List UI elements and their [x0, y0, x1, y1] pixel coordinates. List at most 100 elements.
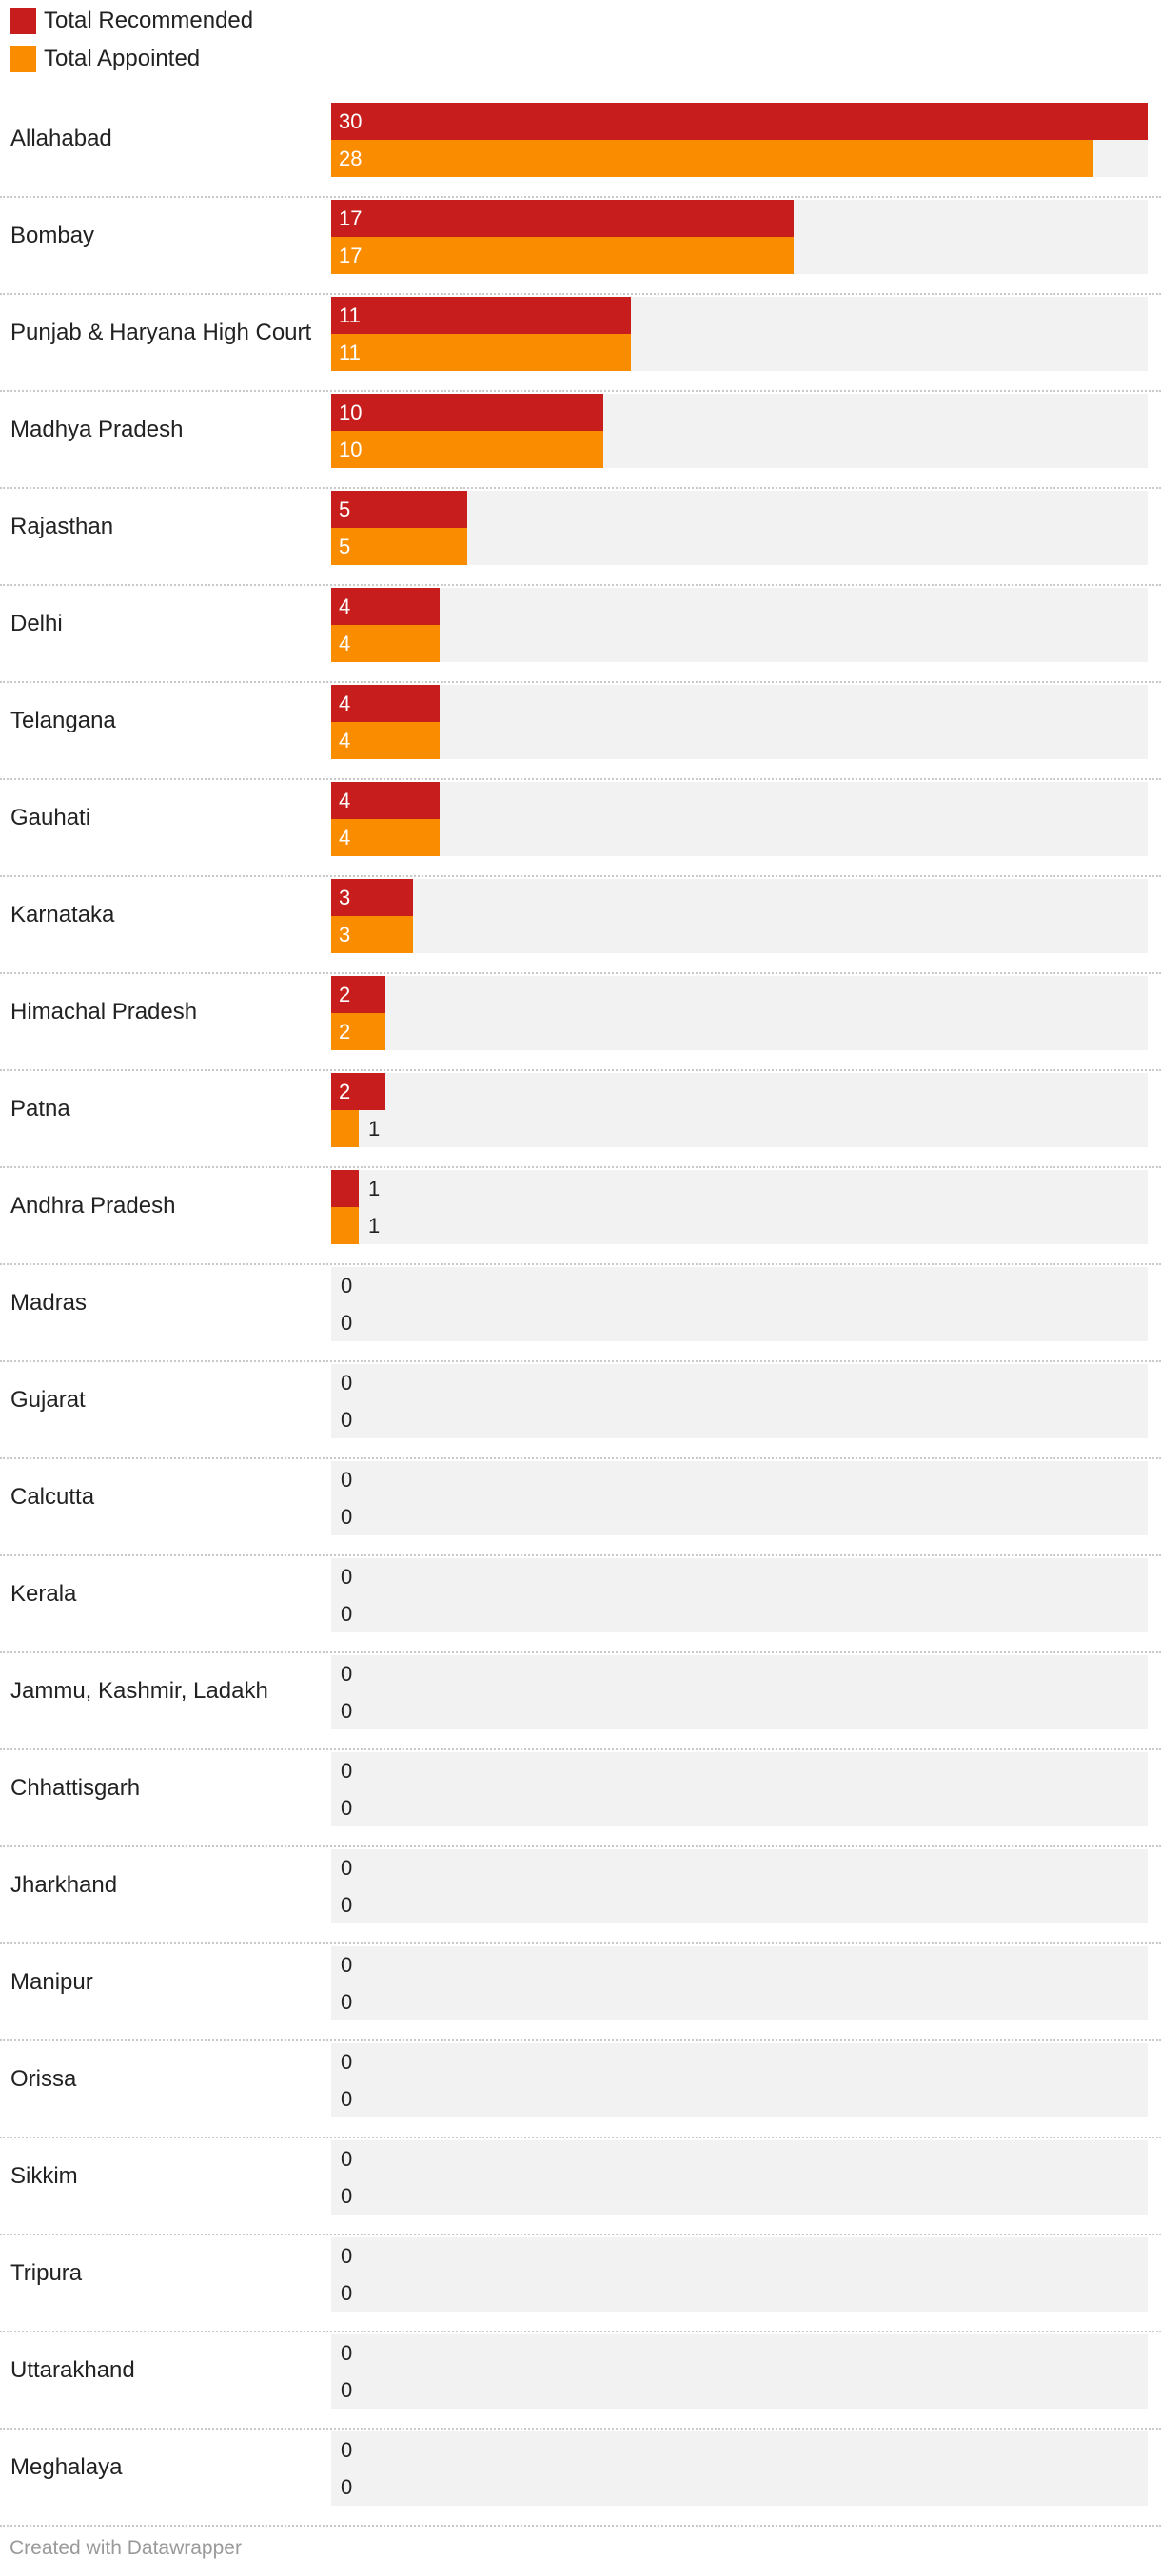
category-label: Allahabad [10, 126, 112, 151]
bar-row-rajasthan: Rajasthan 5 5 [0, 489, 1161, 586]
recommended-bar [331, 1073, 385, 1110]
recommended-value-label: 17 [339, 206, 363, 230]
recommended-bar-slot: 4 [331, 782, 1148, 819]
appointed-value-label: 0 [341, 1796, 353, 1820]
appointed-bar [331, 431, 603, 468]
appointed-bar [331, 334, 631, 371]
recommended-value-label: 0 [341, 1662, 353, 1686]
appointed-bar-slot: 0 [331, 2469, 1148, 2506]
recommended-value-label: 0 [341, 1371, 353, 1395]
bar-row-sikkim: Sikkim 0 0 [0, 2138, 1161, 2235]
appointed-bar-slot: 28 [331, 140, 1148, 177]
appointed-bar-slot: 2 [331, 1013, 1148, 1050]
appointed-value-label: 10 [339, 438, 363, 461]
appointed-value-label: 0 [341, 2475, 353, 2499]
bar-row-chhattisgarh: Chhattisgarh 0 0 [0, 1750, 1161, 1847]
appointed-bar-slot: 0 [331, 1595, 1148, 1632]
appointed-value-label: 0 [341, 2184, 353, 2208]
recommended-value-label: 2 [339, 1080, 351, 1103]
appointed-value-label: 3 [339, 923, 351, 946]
recommended-value-label: 10 [339, 400, 363, 424]
legend-label-appointed: Total Appointed [44, 46, 201, 71]
appointed-bar-slot: 0 [331, 1401, 1148, 1438]
category-label: Himachal Pradesh [10, 999, 198, 1025]
recommended-value-label: 5 [339, 498, 351, 521]
appointed-value-label: 5 [339, 535, 351, 558]
appointed-value-label: 4 [339, 826, 351, 849]
bar-row-madhya-pradesh: Madhya Pradesh 10 10 [0, 392, 1161, 489]
recommended-bar [331, 782, 440, 819]
recommended-bar-slot: 4 [331, 588, 1148, 625]
recommended-value-label: 0 [341, 2438, 353, 2462]
appointed-bar-slot: 5 [331, 528, 1148, 565]
appointed-bar [331, 722, 440, 759]
recommended-value-label: 0 [341, 1468, 353, 1492]
bar-row-himachal-pradesh: Himachal Pradesh 2 2 [0, 974, 1161, 1071]
recommended-bar [331, 491, 467, 528]
appointed-bar-slot: 4 [331, 722, 1148, 759]
bar-track: 17 17 [331, 200, 1148, 274]
appointed-bar-slot: 3 [331, 916, 1148, 953]
bar-row-jharkhand: Jharkhand 0 0 [0, 1847, 1161, 1944]
recommended-value-label: 4 [339, 595, 351, 618]
category-label: Sikkim [10, 2163, 78, 2189]
bar-row-calcutta: Calcutta 0 0 [0, 1459, 1161, 1556]
bar-row-jammu-kashmir-ladakh: Jammu, Kashmir, Ladakh 0 0 [0, 1653, 1161, 1750]
recommended-value-label: 0 [341, 2147, 353, 2171]
recommended-bar-slot: 0 [331, 2140, 1148, 2177]
recommended-bar-slot: 0 [331, 1849, 1148, 1886]
bar-row-allahabad: Allahabad 30 28 [0, 101, 1161, 198]
appointed-value-label: 0 [341, 2087, 353, 2111]
category-label: Manipur [10, 1969, 93, 1995]
bar-track: 10 10 [331, 394, 1148, 468]
appointed-bar-slot: 0 [331, 1886, 1148, 1923]
category-label: Gujarat [10, 1387, 86, 1413]
recommended-bar-slot: 0 [331, 2043, 1148, 2080]
recommended-bar [331, 976, 385, 1013]
recommended-bar-slot: 0 [331, 2237, 1148, 2274]
bar-rows: Allahabad 30 28 Bombay 17 17 Punjab & Haryana … [0, 101, 1161, 2527]
category-label: Delhi [10, 611, 63, 636]
appointed-value-label: 0 [341, 1699, 353, 1723]
appointed-bar-slot: 4 [331, 625, 1148, 662]
recommended-bar-slot: 3 [331, 879, 1148, 916]
appointed-value-label: 0 [341, 1408, 353, 1432]
recommended-bar-slot: 0 [331, 1946, 1148, 1983]
recommended-bar-slot: 0 [331, 1267, 1148, 1304]
recommended-bar-slot: 0 [331, 1655, 1148, 1692]
bar-row-andhra-pradesh: Andhra Pradesh 1 1 [0, 1168, 1161, 1265]
appointed-bar [331, 528, 467, 565]
appointed-value-label: 28 [339, 146, 363, 170]
category-label: Bombay [10, 223, 95, 248]
appointed-bar-slot: 0 [331, 1692, 1148, 1729]
appointed-value-label: 17 [339, 244, 363, 267]
recommended-value-label: 1 [368, 1177, 381, 1200]
recommended-bar-slot: 30 [331, 103, 1148, 140]
recommended-value-label: 0 [341, 1953, 353, 1977]
category-label: Tripura [10, 2260, 83, 2286]
bar-row-madras: Madras 0 0 [0, 1265, 1161, 1362]
appointed-bar-slot: 10 [331, 431, 1148, 468]
appointed-bar [331, 625, 440, 662]
category-label: Orissa [10, 2066, 77, 2092]
category-label: Patna [10, 1096, 70, 1122]
recommended-bar [331, 588, 440, 625]
appointed-bar [331, 140, 1093, 177]
recommended-value-label: 2 [339, 983, 351, 1006]
recommended-value-label: 3 [339, 886, 351, 909]
legend-item-appointed: Total Appointed [10, 46, 253, 72]
appointed-bar-slot: 4 [331, 819, 1148, 856]
recommended-value-label: 0 [341, 1565, 353, 1589]
category-label: Rajasthan [10, 514, 114, 539]
appointed-value-label: 1 [368, 1214, 381, 1238]
recommended-bar-slot: 0 [331, 2431, 1148, 2469]
appointed-bar-slot: 0 [331, 1304, 1148, 1341]
